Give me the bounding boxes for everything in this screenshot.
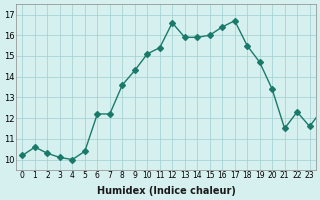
X-axis label: Humidex (Indice chaleur): Humidex (Indice chaleur): [97, 186, 236, 196]
